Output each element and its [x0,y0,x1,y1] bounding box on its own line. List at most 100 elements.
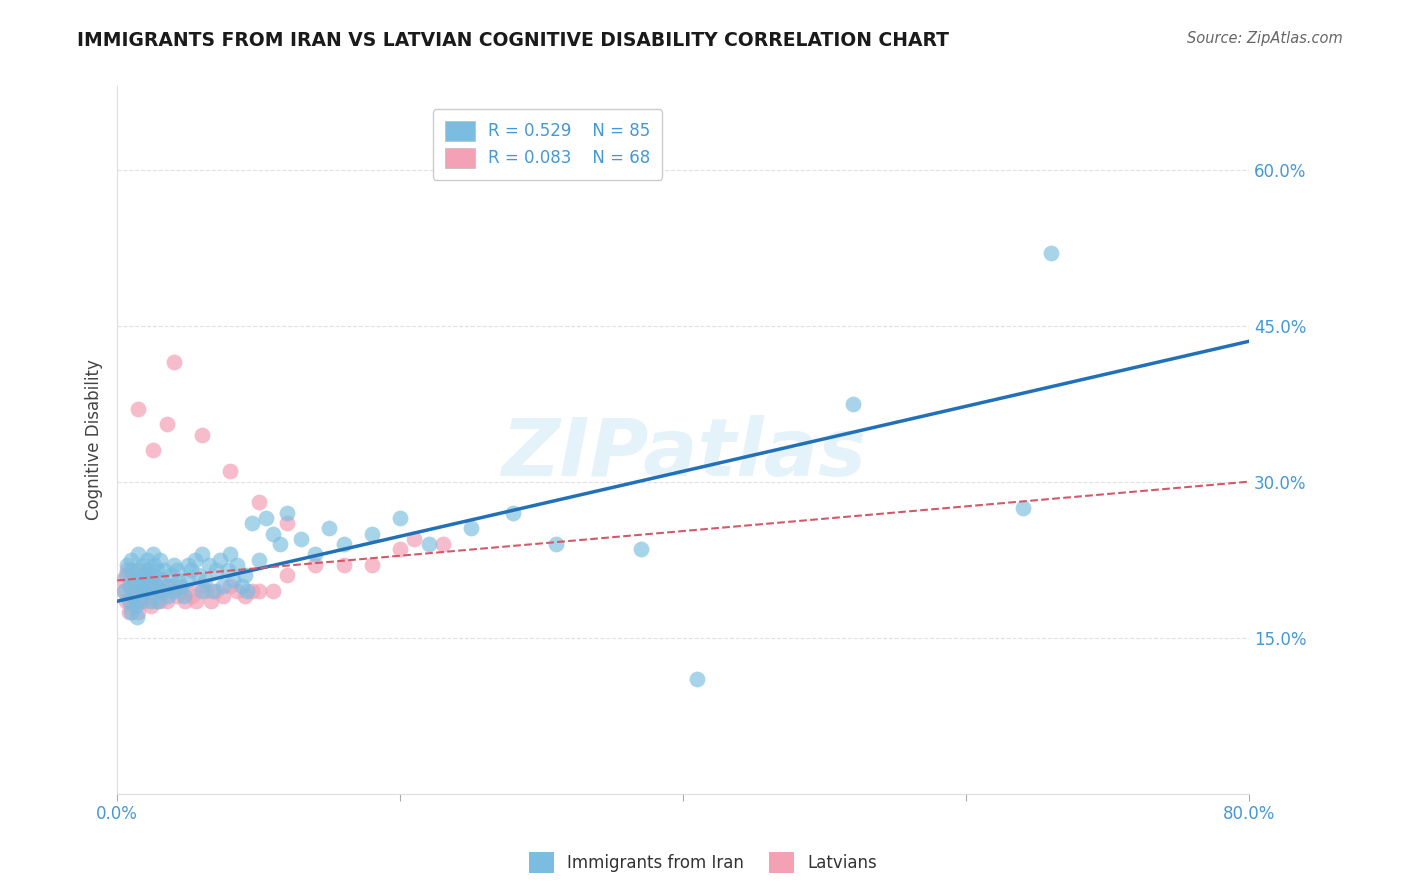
Point [332,537,354,551]
Point [152,579,174,593]
Point [142,548,165,562]
Point [128,579,150,593]
Point [124,594,146,608]
Point [170,583,193,598]
Point [240,516,263,531]
Point [389,542,412,557]
Point [163,355,186,369]
Point [226,583,249,598]
Point [114,568,136,582]
Point [131,558,153,572]
Point [205,563,228,577]
Point [127,548,149,562]
Point [129,594,152,608]
Point [121,579,143,593]
Point [127,605,149,619]
Point [418,537,440,551]
Point [233,589,256,603]
Point [166,589,188,603]
Point [212,579,235,593]
Point [143,558,166,572]
Point [170,579,193,593]
Point [145,594,167,608]
Text: Source: ZipAtlas.com: Source: ZipAtlas.com [1187,31,1343,46]
Point [135,574,157,588]
Point [125,610,148,624]
Point [276,506,298,520]
Point [117,594,139,608]
Point [118,589,141,603]
Point [120,563,142,577]
Point [122,583,145,598]
Point [460,521,482,535]
Point [219,579,242,593]
Point [191,427,214,442]
Point [135,552,157,566]
Point [236,583,259,598]
Point [202,583,225,598]
Point [842,396,865,410]
Point [212,589,235,603]
Point [318,521,340,535]
Point [156,594,179,608]
Point [200,594,222,608]
Point [262,583,284,598]
Point [121,589,143,603]
Point [156,417,179,432]
Point [389,511,412,525]
Point [276,516,298,531]
Point [177,583,200,598]
Point [276,568,298,582]
Point [134,574,156,588]
Point [195,583,218,598]
Point [222,574,245,588]
Legend: Immigrants from Iran, Latvians: Immigrants from Iran, Latvians [522,846,884,880]
Point [159,583,181,598]
Point [630,542,652,557]
Point [177,558,200,572]
Point [134,583,156,598]
Point [128,583,150,598]
Point [149,583,172,598]
Point [167,574,190,588]
Point [191,583,214,598]
Point [177,574,200,588]
Point [127,563,149,577]
Point [217,563,239,577]
Point [138,579,160,593]
Point [332,558,354,572]
Text: ZIPatlas: ZIPatlas [501,415,866,493]
Point [226,558,249,572]
Point [160,568,183,582]
Point [181,589,204,603]
Point [219,548,242,562]
Point [125,574,148,588]
Point [163,583,186,598]
Point [247,495,270,509]
Point [111,574,134,588]
Point [163,579,186,593]
Point [127,563,149,577]
Point [502,506,524,520]
Point [120,568,142,582]
Point [404,532,426,546]
Point [198,558,221,572]
Point [254,511,277,525]
Point [194,574,217,588]
Point [129,594,152,608]
Point [686,672,709,686]
Point [141,594,163,608]
Point [156,579,179,593]
Point [269,537,291,551]
Point [233,568,256,582]
Point [290,532,312,546]
Point [145,579,167,593]
Y-axis label: Cognitive Disability: Cognitive Disability [86,359,103,520]
Point [131,579,153,593]
Point [432,537,454,551]
Point [112,583,135,598]
Point [247,583,270,598]
Point [149,552,172,566]
Point [247,552,270,566]
Point [173,589,195,603]
